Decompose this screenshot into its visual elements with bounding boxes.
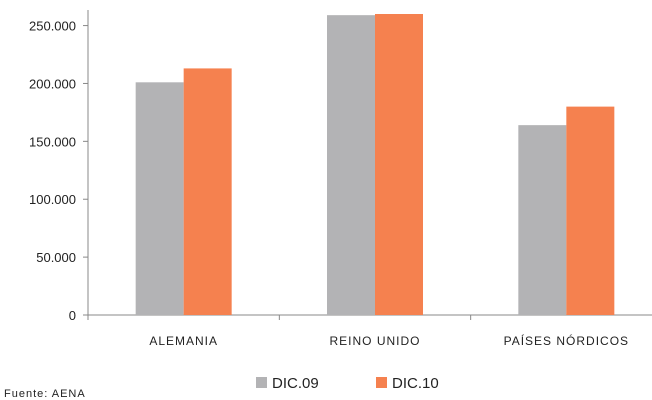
bar-dic-09-0 xyxy=(135,82,184,315)
x-category-label: REINO UNIDO xyxy=(329,334,420,348)
legend-swatch xyxy=(376,377,387,388)
x-category-label: PAÍSES NÓRDICOS xyxy=(504,333,629,348)
bar-dic-10-1 xyxy=(375,14,423,315)
chart-legend: DIC.09 DIC.10 xyxy=(256,375,439,392)
y-tick-label: 200.000 xyxy=(29,76,76,91)
y-tick-label: 50.000 xyxy=(36,250,76,265)
legend-label: DIC.10 xyxy=(392,375,439,392)
legend-label: DIC.09 xyxy=(272,375,319,392)
y-tick-label: 100.000 xyxy=(29,192,76,207)
bar-dic-09-2 xyxy=(518,125,567,315)
bar-dic-09-1 xyxy=(327,15,375,316)
x-axis-category-labels: ALEMANIA REINO UNIDO PAÍSES NÓRDICOS xyxy=(149,333,629,348)
y-tick-label: 150.000 xyxy=(29,134,76,149)
x-category-label: ALEMANIA xyxy=(149,334,218,348)
legend-swatch xyxy=(256,377,267,388)
chart-bars xyxy=(135,14,615,316)
y-tick-label: 250.000 xyxy=(29,19,76,34)
source-note: Fuente: AENA xyxy=(4,388,86,400)
bar-dic-10-2 xyxy=(566,106,615,315)
y-tick-label: 0 xyxy=(69,308,76,323)
bar-dic-10-0 xyxy=(183,68,232,316)
y-axis-ticks: 0 50.000 100.000 150.000 200.000 250.000 xyxy=(29,19,88,323)
